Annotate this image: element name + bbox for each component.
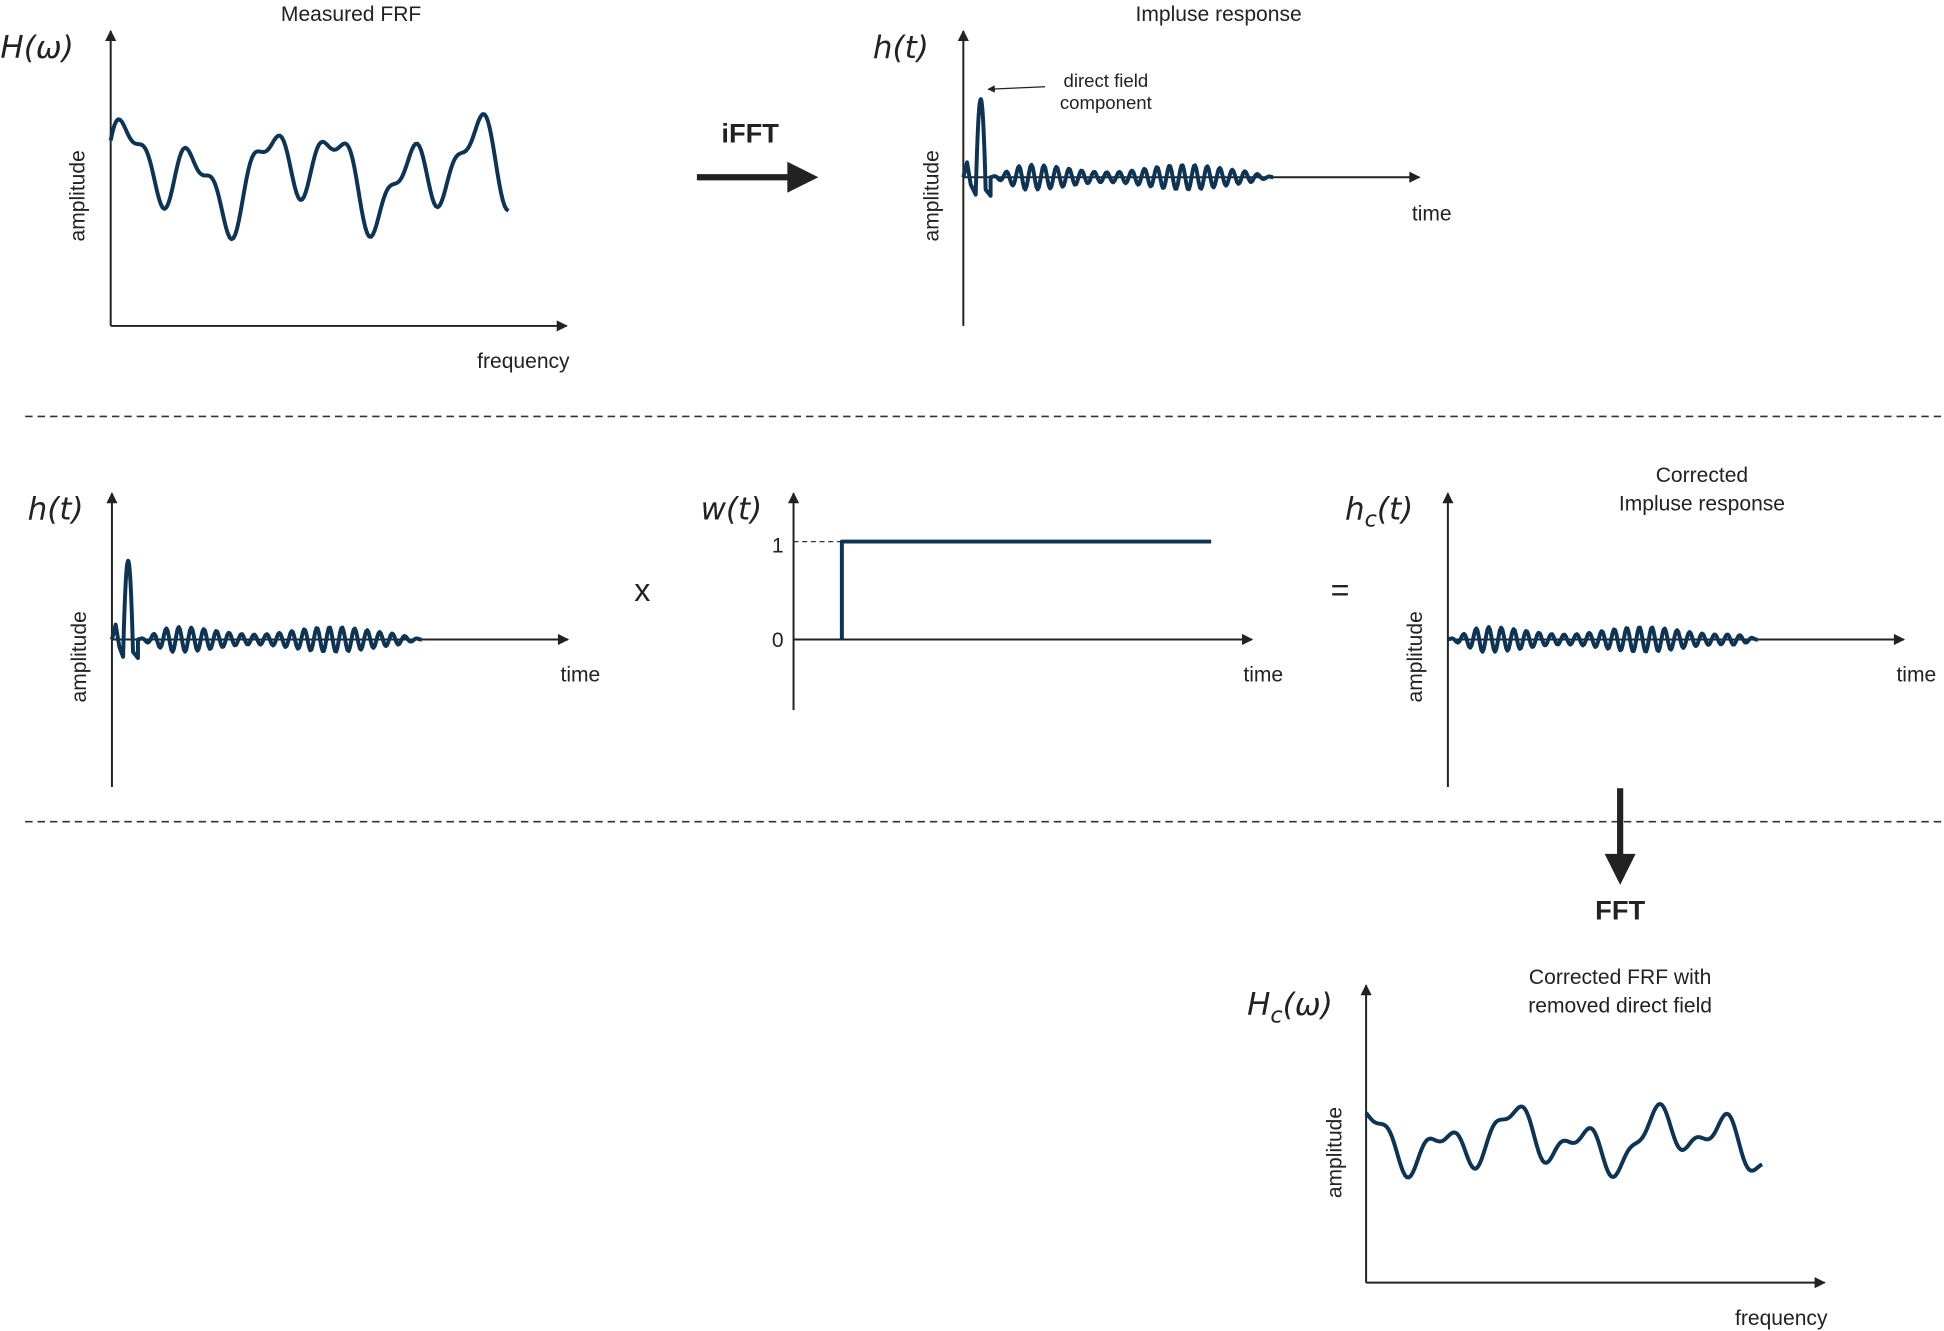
waveform — [961, 97, 1274, 198]
symbol-base: w — [701, 491, 727, 527]
window-function — [839, 539, 1212, 640]
symbol-arg: (t) — [47, 491, 83, 527]
annotation: component — [1060, 92, 1153, 113]
y-label: amplitude — [1404, 611, 1427, 702]
waveform — [1447, 625, 1759, 654]
waveform — [108, 112, 510, 242]
annotation: direct field — [1063, 70, 1148, 91]
x-label: time — [1412, 203, 1452, 226]
symbol-arg: (t) — [1377, 491, 1413, 527]
symbol-base: h — [28, 491, 48, 527]
panel-title: Impluse response — [1136, 3, 1302, 26]
panel-title: Impluse response — [1619, 493, 1785, 516]
symbol-sub: c — [1365, 507, 1377, 533]
panel-title: Corrected FRF with — [1529, 966, 1711, 989]
symbol-arg: (ω) — [24, 30, 74, 66]
symbol-arg: (t) — [892, 30, 928, 66]
operator: x — [634, 572, 650, 608]
x-label: time — [1243, 664, 1283, 687]
x-label: time — [1896, 664, 1936, 687]
panel-title: Corrected — [1656, 464, 1748, 487]
symbol-sub: c — [1270, 1002, 1282, 1028]
symbol: w(t) — [701, 491, 763, 527]
y-label: amplitude — [1323, 1107, 1346, 1198]
symbol-arg: (t) — [726, 491, 762, 527]
waveform — [1364, 1101, 1764, 1180]
waveform — [110, 558, 423, 661]
operator: = — [1331, 572, 1350, 608]
symbol-base: H — [1247, 987, 1270, 1023]
symbol-base: h — [873, 30, 893, 66]
y-label: amplitude — [68, 611, 91, 702]
symbol: hc(t) — [1345, 491, 1413, 532]
operation-label: FFT — [1595, 895, 1645, 926]
symbol: h(t) — [873, 30, 929, 66]
tick-label: 1 — [772, 535, 784, 558]
symbol-base: h — [1345, 491, 1365, 527]
symbol-arg: (ω) — [1283, 987, 1333, 1023]
symbol: h(t) — [28, 491, 84, 527]
y-label: amplitude — [67, 150, 90, 241]
y-label: amplitude — [921, 150, 944, 241]
annotation-arrow — [987, 85, 1046, 93]
symbol-base: H — [0, 30, 23, 66]
symbol: Hc(ω) — [1247, 987, 1333, 1028]
x-label: time — [561, 664, 601, 687]
tick-label: 0 — [772, 629, 784, 652]
x-label: frequency — [477, 350, 570, 373]
panel-title: Measured FRF — [281, 3, 421, 26]
symbol: H(ω) — [0, 30, 73, 66]
panel-title: removed direct field — [1528, 995, 1712, 1018]
x-label: frequency — [1735, 1307, 1828, 1330]
operation-label: iFFT — [721, 118, 779, 149]
